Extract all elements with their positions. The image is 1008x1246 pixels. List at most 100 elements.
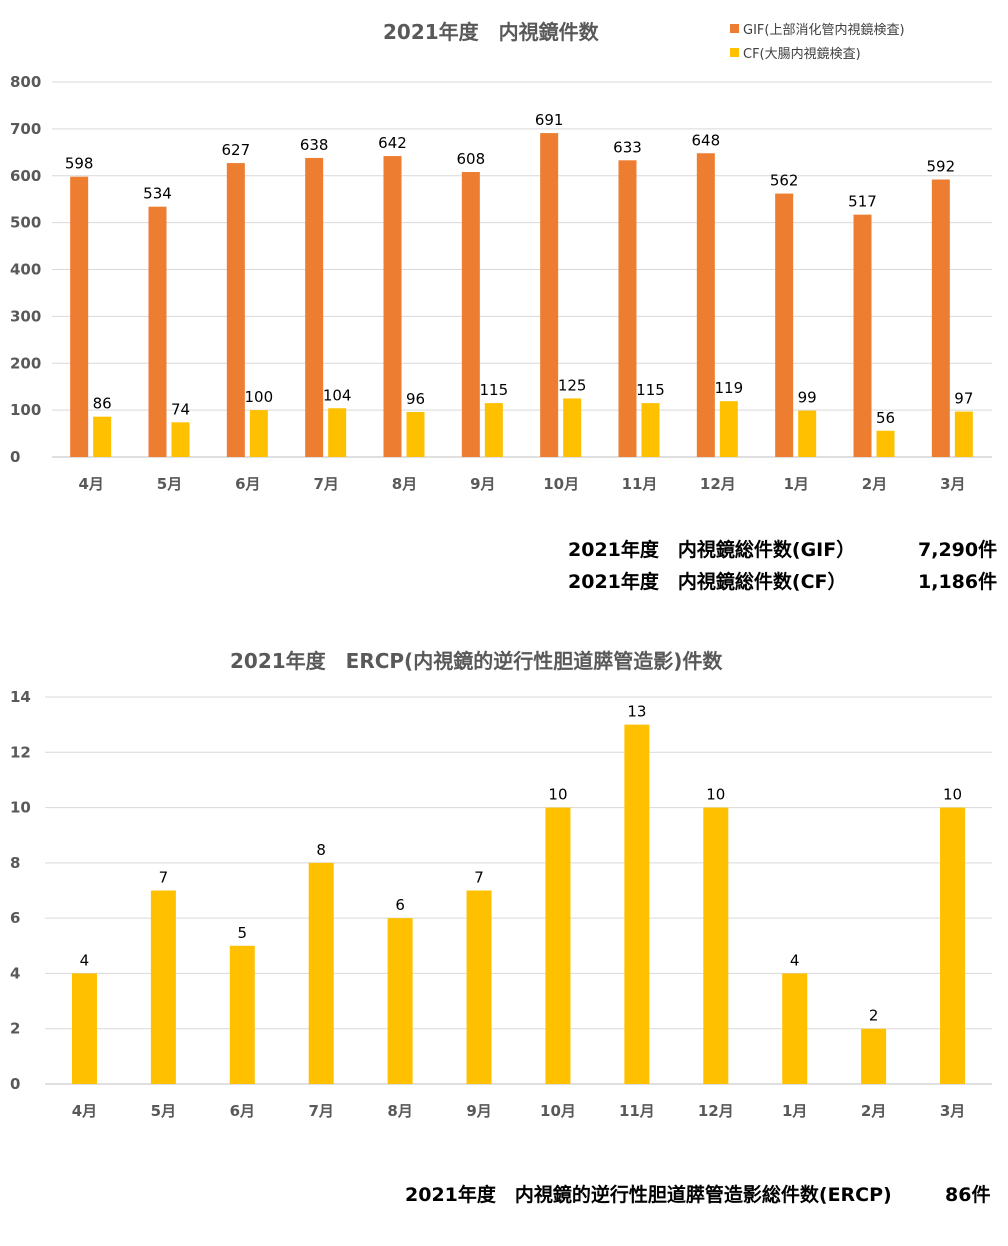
chart2-data-label: 4 xyxy=(790,951,800,969)
legend-swatch-cf xyxy=(730,47,739,57)
summary-ercp-value: 86件 xyxy=(945,1184,991,1206)
chart1-bar-gif xyxy=(305,157,324,457)
chart1-data-label: 86 xyxy=(93,395,112,413)
chart2-y-tick-label: 6 xyxy=(10,909,20,927)
chart1-data-label: 562 xyxy=(770,172,799,190)
chart2-data-label: 8 xyxy=(316,841,326,859)
chart1-data-label: 517 xyxy=(848,193,877,211)
chart2-data-label: 10 xyxy=(548,786,567,804)
chart2-bar-ercp xyxy=(150,890,176,1084)
chart2-bar-ercp xyxy=(703,807,729,1084)
chart2-x-tick-label: 9月 xyxy=(466,1102,491,1120)
chart1-data-label: 104 xyxy=(323,386,352,404)
chart1-data-label: 96 xyxy=(406,390,425,408)
chart1-bar-gif xyxy=(775,193,794,457)
chart1-data-label: 627 xyxy=(222,141,251,159)
chart1-x-tick-label: 1月 xyxy=(783,475,808,493)
chart1-x-tick-label: 9月 xyxy=(470,475,495,493)
chart1-x-tick-label: 8月 xyxy=(392,475,417,493)
chart1-data-label: 125 xyxy=(558,376,587,394)
chart1-data-label: 99 xyxy=(798,389,817,407)
chart1-data-label: 534 xyxy=(143,185,172,203)
chart1-x-tick-label: 5月 xyxy=(157,475,182,493)
chart2-x-tick-label: 1月 xyxy=(782,1102,807,1120)
chart1-x-tick-label: 12月 xyxy=(700,475,736,493)
chart2-x-tick-label: 7月 xyxy=(308,1102,333,1120)
chart1-x-tick-label: 2月 xyxy=(862,475,887,493)
chart1-bar-gif xyxy=(931,179,950,457)
chart2-bar-ercp xyxy=(387,918,413,1084)
chart1-data-label: 74 xyxy=(171,400,190,418)
chart2-y-tick-label: 2 xyxy=(10,1020,20,1038)
chart2-x-tick-label: 2月 xyxy=(861,1102,886,1120)
chart2-bar-ercp xyxy=(782,973,808,1084)
chart1-y-tick-label: 600 xyxy=(10,167,41,185)
chart2-data-label: 13 xyxy=(627,703,646,721)
chart2-x-tick-label: 6月 xyxy=(230,1102,255,1120)
chart2-bar-ercp xyxy=(466,890,492,1084)
chart1-x-tick-label: 11月 xyxy=(622,475,658,493)
chart1-bar-gif xyxy=(618,160,637,457)
chart1-y-tick-label: 100 xyxy=(10,401,41,419)
summary-ercp: 2021年度 内視鏡的逆行性胆道膵管造影総件数(ERCP) 86件 xyxy=(405,1180,1005,1206)
chart1-y-tick-label: 700 xyxy=(10,120,41,138)
chart2-data-label: 10 xyxy=(943,786,962,804)
chart1-data-label: 633 xyxy=(613,138,642,156)
chart2-data-label: 7 xyxy=(159,869,169,887)
chart2-bar-ercp xyxy=(308,862,334,1084)
chart2-x-tick-label: 8月 xyxy=(387,1102,412,1120)
ercp-bar-chart: 0 2 4 6 8 10 12 14 4月 4 5月 7 6月 5 7月 8 8月 6 9月 7 10月 10 11月 13 1… xyxy=(10,688,992,1120)
summary-gif-value: 7,290件 xyxy=(918,539,998,561)
chart2-data-label: 7 xyxy=(474,869,484,887)
chart2-bar-ercp xyxy=(229,945,255,1084)
chart1-bar-cf xyxy=(954,411,973,457)
chart1-bar-gif xyxy=(853,214,872,457)
chart1-bar-cf xyxy=(171,422,190,457)
chart2-bar-ercp xyxy=(545,807,571,1084)
chart1-bar-cf xyxy=(406,412,425,457)
chart2-y-tick-label: 4 xyxy=(10,964,20,982)
legend-item-cf: CF(大腸内視鏡検査) xyxy=(730,40,905,64)
chart2-bar-ercp xyxy=(71,973,97,1084)
chart1-bar-cf xyxy=(484,403,503,457)
chart1-bar-cf xyxy=(876,430,895,457)
chart1-data-label: 56 xyxy=(876,409,895,427)
chart1-x-tick-label: 10月 xyxy=(543,475,579,493)
chart2-x-tick-label: 12月 xyxy=(698,1102,734,1120)
chart1-y-tick-label: 300 xyxy=(10,307,41,325)
chart1-bar-gif xyxy=(696,153,715,457)
chart2-x-tick-label: 4月 xyxy=(72,1102,97,1120)
chart1-data-label: 97 xyxy=(954,390,973,408)
summary-cf-value: 1,186件 xyxy=(918,571,998,593)
chart1-bar-gif xyxy=(70,176,89,457)
summary-gif: 2021年度 内視鏡総件数(GIF） 7,290件 xyxy=(568,535,998,561)
chart1-bar-cf xyxy=(798,410,817,457)
chart1-x-tick-label: 7月 xyxy=(313,475,338,493)
legend-label-cf: CF(大腸内視鏡検査) xyxy=(743,46,861,62)
chart1-x-tick-label: 6月 xyxy=(235,475,260,493)
chart1-bar-gif xyxy=(226,163,245,457)
chart2-x-tick-label: 5月 xyxy=(151,1102,176,1120)
chart1-y-tick-label: 800 xyxy=(10,73,41,91)
chart2-y-tick-label: 12 xyxy=(10,743,31,761)
chart1-bar-gif xyxy=(148,206,167,457)
chart1-data-label: 119 xyxy=(715,379,744,397)
summary-gif-label: 2021年度 内視鏡総件数(GIF） xyxy=(568,539,856,561)
chart1-bar-cf xyxy=(93,416,112,457)
summary-cf-label: 2021年度 内視鏡総件数(CF） xyxy=(568,571,847,593)
chart2-y-tick-label: 14 xyxy=(10,688,31,706)
chart1-y-tick-label: 200 xyxy=(10,354,41,372)
summary-cf: 2021年度 内視鏡総件数(CF） 1,186件 xyxy=(568,567,998,593)
legend-item-gif: GIF(上部消化管内視鏡検査) xyxy=(730,16,905,40)
chart2-y-tick-label: 0 xyxy=(10,1075,20,1093)
chart1-data-label: 115 xyxy=(480,381,509,399)
chart1-data-label: 598 xyxy=(65,155,94,173)
chart1-x-tick-label: 4月 xyxy=(78,475,103,493)
chart1-y-tick-label: 0 xyxy=(10,448,20,466)
chart1-bar-cf xyxy=(328,408,347,457)
chart1-data-label: 608 xyxy=(457,150,486,168)
chart1-legend: GIF(上部消化管内視鏡検査) CF(大腸内視鏡検査) xyxy=(730,16,905,64)
chart1-bar-cf xyxy=(719,401,738,457)
chart1-data-label: 648 xyxy=(692,131,721,149)
chart2-x-tick-label: 11月 xyxy=(619,1102,655,1120)
